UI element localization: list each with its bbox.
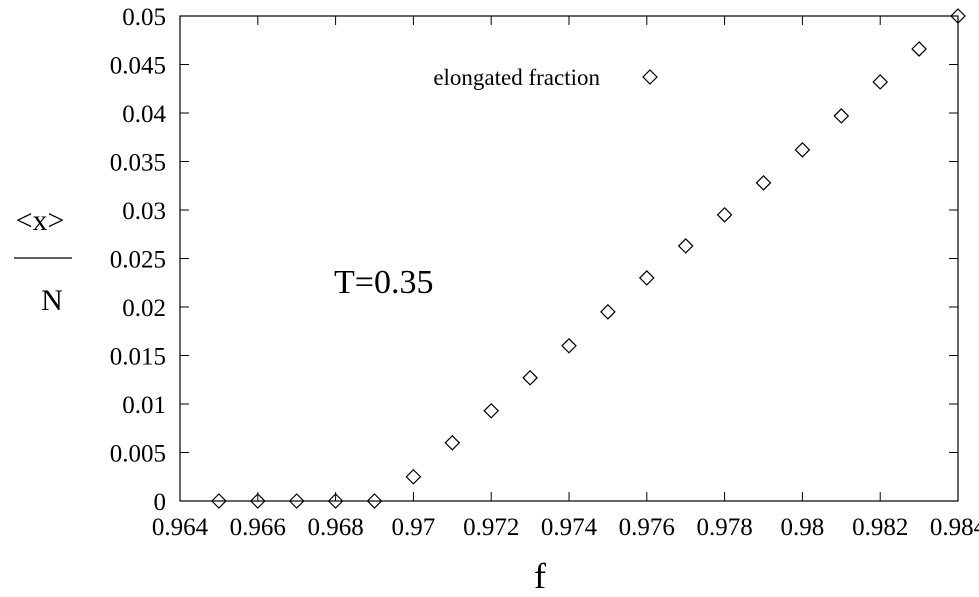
y-tick-label: 0.04: [122, 101, 166, 128]
y-tick-label: 0.005: [110, 441, 166, 468]
y-tick-label: 0.05: [122, 4, 166, 31]
x-tick-label: 0.968: [307, 514, 363, 541]
data-point: [872, 74, 889, 90]
data-point: [950, 8, 966, 24]
data-point: [716, 207, 733, 223]
x-tick-label: 0.97: [392, 514, 436, 541]
data-point: [600, 304, 616, 320]
data-point: [405, 468, 422, 485]
data-point: [794, 142, 811, 158]
data-point: [249, 493, 266, 509]
axis-ticks: [179, 15, 959, 502]
data-point: [288, 493, 305, 509]
y-tick-label: 0.035: [110, 150, 166, 177]
x-tick-label: 0.964: [152, 514, 209, 541]
data-point: [522, 369, 538, 386]
data-point: [211, 493, 227, 509]
y-tick-labels: 0 0.005 0.01 0.015 0.02 0.025 0.03 0.035 0.04 0.0…: [110, 4, 167, 516]
data-point: [677, 238, 694, 254]
legend-marker: [642, 69, 658, 85]
x-tick-label: 0.966: [230, 514, 286, 541]
y-tick-label: 0.02: [122, 295, 166, 322]
data-point: [755, 174, 772, 191]
data-points: [211, 8, 966, 509]
data-point: [444, 434, 461, 451]
x-tick-label: 0.972: [463, 514, 519, 541]
x-tick-label: 0.978: [696, 514, 752, 541]
data-point: [366, 493, 383, 509]
x-tick-label: 0.976: [619, 514, 675, 541]
data-point: [483, 402, 500, 419]
y-tick-label: 0.025: [110, 247, 166, 274]
y-tick-label: 0.045: [110, 53, 166, 80]
y-axis-label-denominator: N: [41, 284, 63, 317]
x-tick-label: 0.984: [930, 514, 979, 541]
y-tick-label: 0.015: [110, 344, 166, 371]
x-tick-label: 0.982: [852, 514, 908, 541]
data-point: [327, 493, 344, 509]
x-axis-label: f: [534, 556, 546, 596]
legend-label: elongated fraction: [433, 65, 600, 90]
y-axis-label-numerator: <x>: [16, 204, 65, 237]
data-point: [638, 270, 655, 286]
y-tick-label: 0.01: [122, 392, 166, 419]
x-tick-labels: 0.964 0.966 0.968 0.97 0.972 0.974 0.976 0.978 0…: [152, 514, 979, 541]
x-tick-label: 0.98: [781, 514, 825, 541]
data-point: [911, 41, 927, 57]
y-tick-label: 0.03: [122, 198, 166, 225]
x-tick-label: 0.974: [541, 514, 598, 541]
y-tick-label: 0: [154, 489, 167, 516]
annotation-temperature: T=0.35: [334, 264, 433, 301]
data-point: [561, 337, 577, 354]
data-point: [833, 108, 850, 124]
